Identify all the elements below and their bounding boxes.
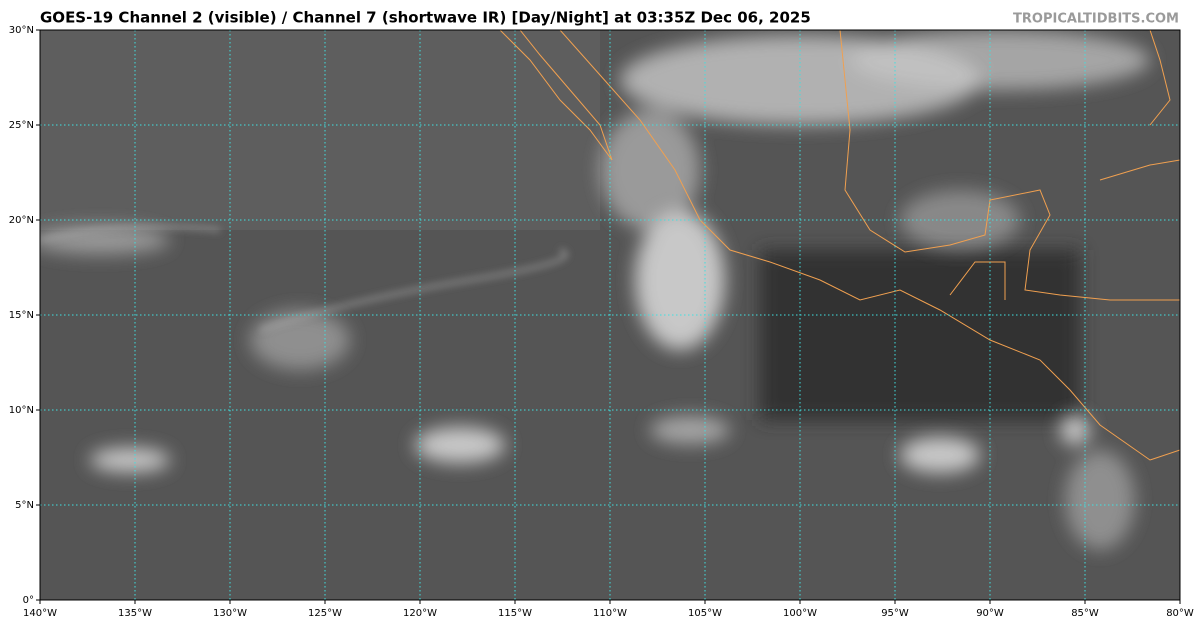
- x-tick-label: 100°W: [783, 608, 817, 619]
- x-tick-label: 115°W: [498, 608, 532, 619]
- x-tick-label: 125°W: [308, 608, 342, 619]
- y-tick-label: 10°N: [9, 405, 34, 416]
- x-tick-label: 130°W: [213, 608, 247, 619]
- x-tick-label: 95°W: [881, 608, 909, 619]
- x-tick-label: 80°W: [1166, 608, 1194, 619]
- title: GOES-19 Channel 2 (visible) / Channel 7 …: [40, 9, 811, 27]
- x-tick-label: 140°W: [23, 608, 57, 619]
- x-tick-label: 120°W: [403, 608, 437, 619]
- y-tick-label: 30°N: [9, 25, 34, 36]
- y-tick-label: 0°: [23, 595, 34, 606]
- x-tick-label: 105°W: [688, 608, 722, 619]
- x-tick-label: 85°W: [1071, 608, 1099, 619]
- background: [40, 30, 600, 230]
- coastlines: [499, 30, 1180, 461]
- map-frame: [39, 29, 1181, 601]
- x-tick-label: 90°W: [976, 608, 1004, 619]
- x-tick-label: 110°W: [593, 608, 627, 619]
- y-tick-label: 20°N: [9, 215, 34, 226]
- credit: TROPICALTIDBITS.COM: [1013, 12, 1179, 27]
- x-tick-label: 135°W: [118, 608, 152, 619]
- y-tick-label: 25°N: [9, 120, 34, 131]
- y-tick-label: 5°N: [15, 500, 34, 511]
- y-tick-label: 15°N: [9, 310, 34, 321]
- cloud-bands: [40, 225, 568, 332]
- axes: [39, 29, 1181, 601]
